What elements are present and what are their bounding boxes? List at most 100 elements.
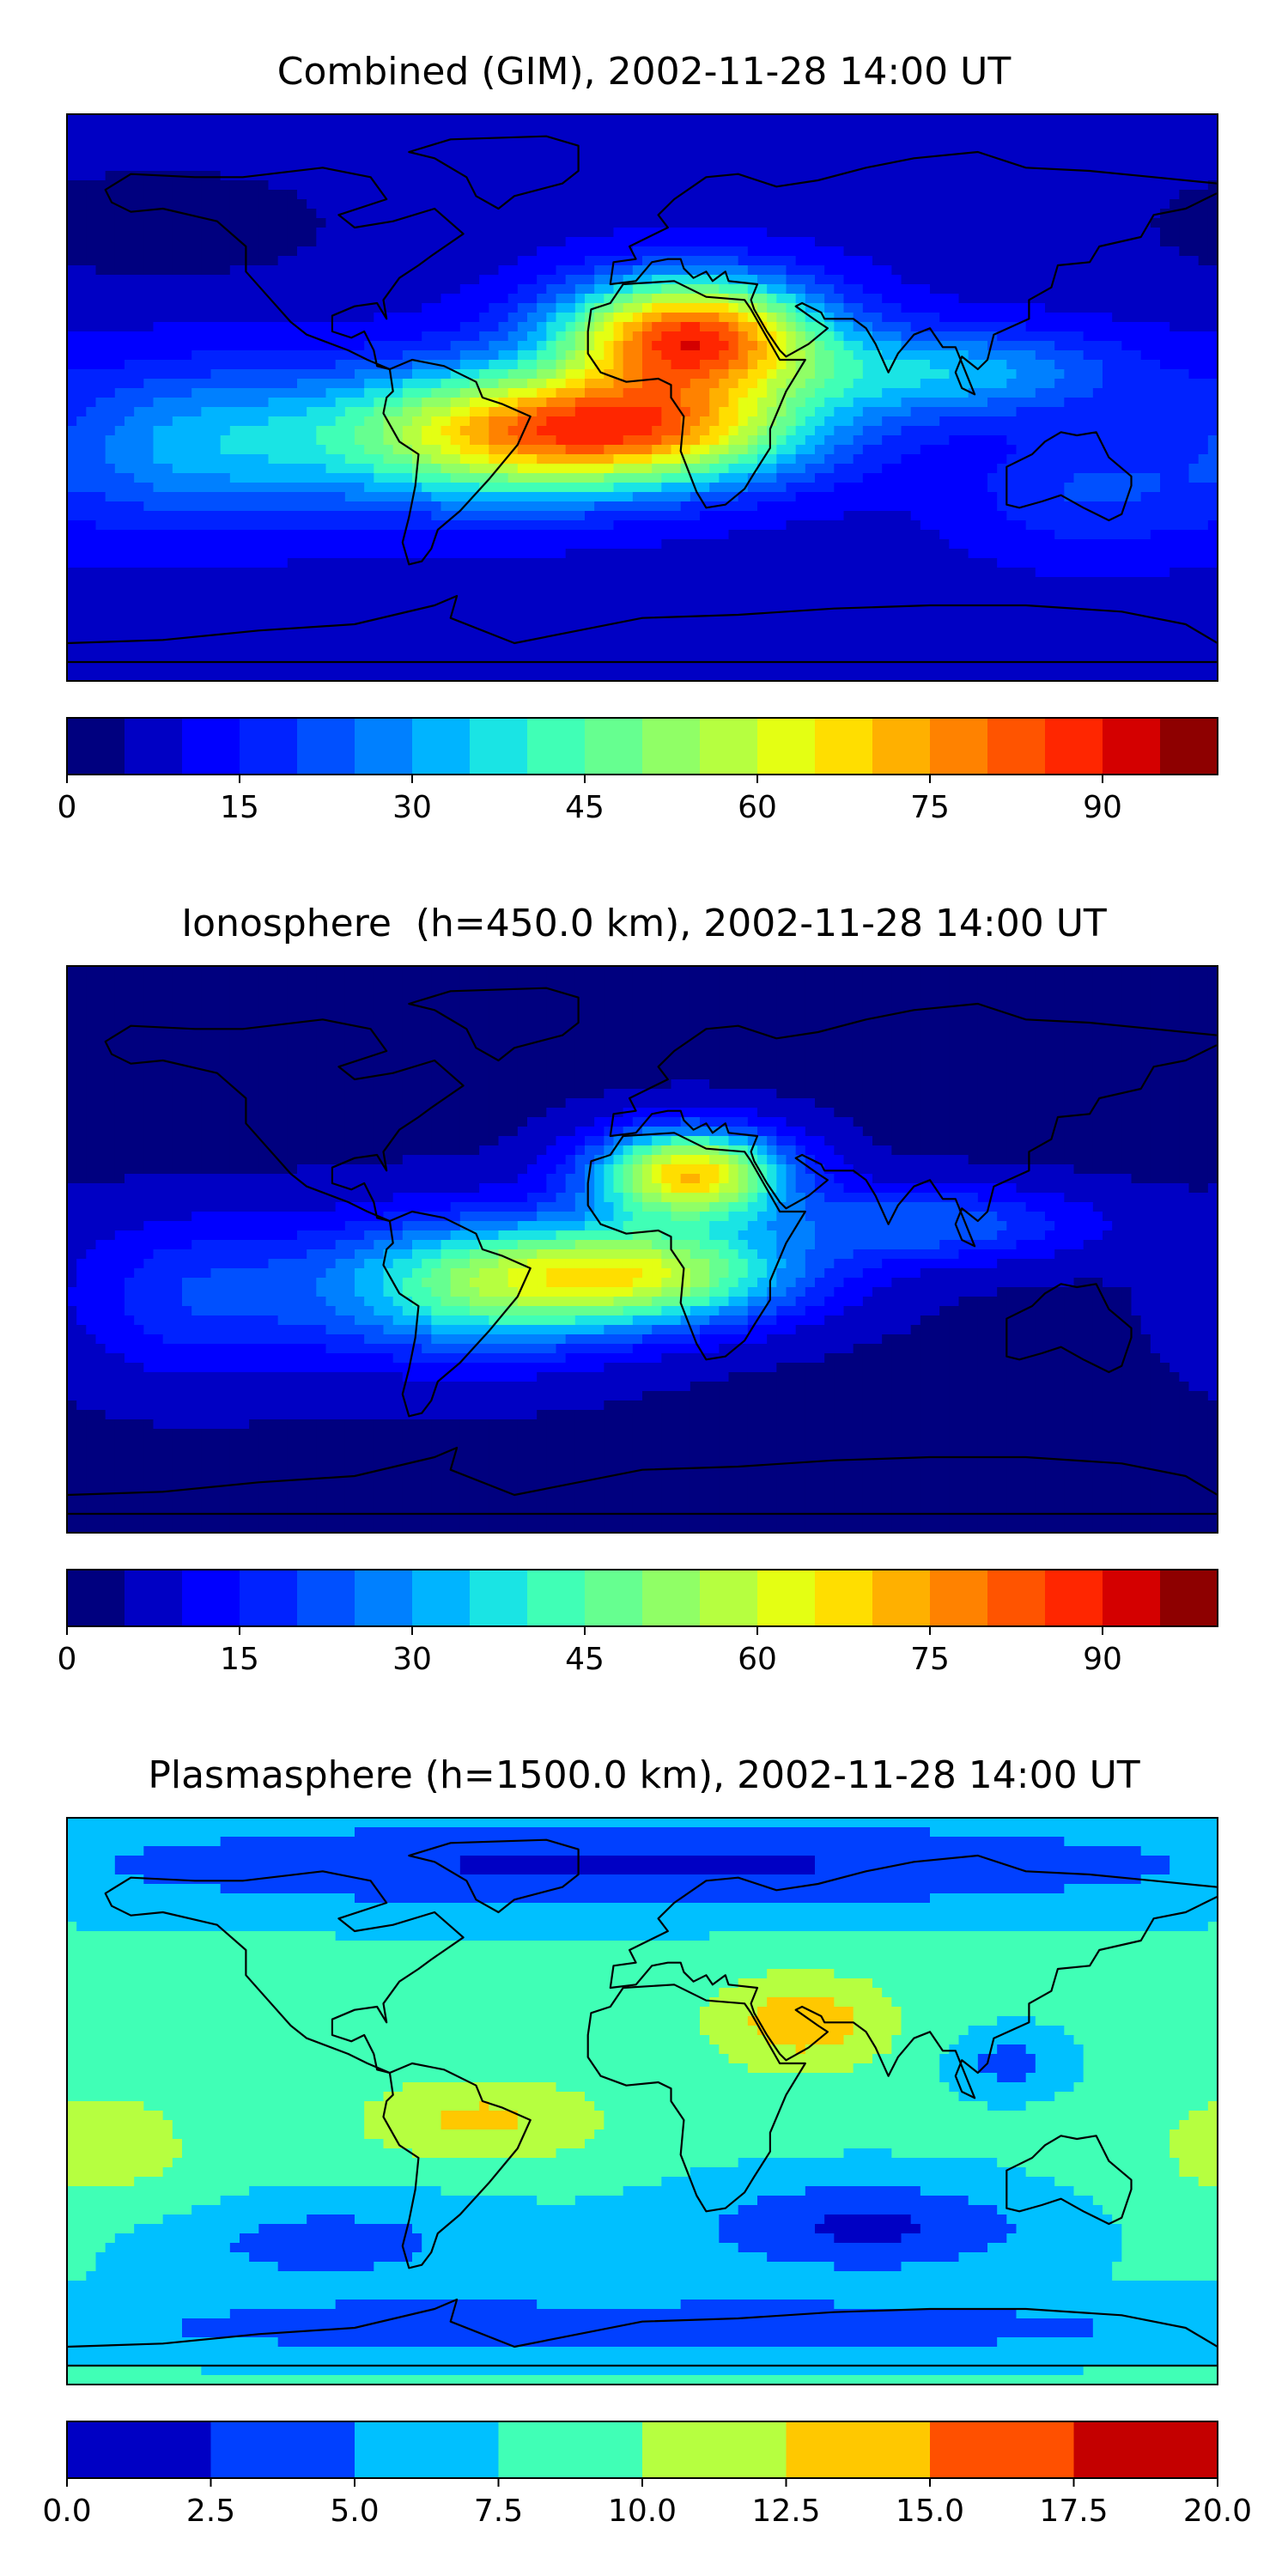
field-cell	[470, 294, 480, 304]
field-cell	[450, 445, 461, 455]
field-cell	[374, 124, 385, 134]
field-cell	[1121, 284, 1133, 295]
field-cell	[709, 369, 720, 380]
field-cell	[910, 341, 921, 351]
field-cell	[1207, 492, 1218, 502]
field-cell	[671, 426, 682, 436]
field-cell	[182, 294, 192, 304]
field-cell	[125, 114, 135, 125]
field-cell	[882, 483, 892, 493]
field-cell	[1179, 454, 1190, 465]
field-cell	[585, 492, 595, 502]
field-cell	[949, 209, 960, 219]
field-cell	[105, 246, 116, 257]
field-cell	[507, 246, 519, 257]
field-cell	[67, 209, 77, 219]
field-cell	[882, 426, 892, 436]
field-cell	[258, 435, 270, 446]
field-cell	[412, 398, 422, 408]
field-cell	[489, 464, 500, 474]
field-cell	[930, 388, 940, 398]
field-cell	[1073, 152, 1084, 162]
field-cell	[661, 171, 672, 181]
field-cell	[652, 124, 662, 134]
field-cell	[661, 350, 672, 361]
field-cell	[920, 190, 931, 200]
field-cell	[162, 124, 173, 134]
field-cell	[862, 275, 873, 285]
field-cell	[1083, 171, 1094, 181]
field-cell	[1170, 454, 1180, 465]
field-cell	[585, 143, 595, 153]
field-cell	[210, 209, 222, 219]
field-cell	[1160, 256, 1170, 266]
field-cell	[1025, 209, 1036, 219]
field-cell	[728, 180, 739, 191]
field-cell	[690, 190, 701, 200]
field-cell	[882, 435, 892, 446]
field-cell	[1160, 114, 1170, 125]
field-cell	[383, 180, 394, 191]
field-cell	[1121, 379, 1133, 389]
field-cell	[939, 114, 950, 125]
field-cell	[240, 133, 250, 143]
field-cell	[392, 237, 404, 247]
field-cell	[440, 483, 452, 493]
field-cell	[470, 228, 480, 238]
field-cell	[1006, 416, 1018, 427]
field-cell	[1083, 180, 1094, 191]
field-cell	[95, 454, 106, 465]
field-cell	[767, 445, 777, 455]
field-cell	[229, 435, 240, 446]
field-cell	[546, 407, 557, 417]
field-cell	[191, 322, 202, 332]
field-cell	[700, 275, 710, 285]
field-cell	[325, 501, 337, 512]
field-cell	[613, 473, 624, 483]
field-cell	[939, 322, 950, 332]
field-cell	[1207, 171, 1218, 181]
field-cell	[1140, 265, 1151, 276]
field-cell	[1092, 416, 1103, 427]
field-cell	[489, 209, 500, 219]
field-cell	[86, 379, 97, 389]
field-cell	[297, 294, 307, 304]
field-cell	[546, 483, 557, 493]
field-cell	[728, 473, 739, 483]
field-cell	[968, 190, 979, 200]
field-cell	[498, 152, 509, 162]
field-cell	[594, 143, 605, 153]
field-cell	[1131, 379, 1142, 389]
field-cell	[402, 124, 413, 134]
field-cell	[1198, 143, 1209, 153]
field-cell	[786, 133, 797, 143]
field-cell	[374, 331, 385, 342]
field-cell	[307, 133, 317, 143]
field-cell	[786, 228, 797, 238]
field-cell	[1035, 218, 1046, 228]
field-cell	[125, 492, 135, 502]
field-cell	[182, 407, 192, 417]
field-cell	[891, 143, 902, 153]
field-cell	[95, 313, 106, 323]
field-cell	[422, 398, 432, 408]
field-cell	[440, 180, 452, 191]
field-cell	[747, 275, 758, 285]
field-cell	[450, 190, 461, 200]
field-cell	[632, 256, 643, 266]
field-cell	[517, 379, 528, 389]
field-cell	[805, 435, 816, 446]
field-cell	[939, 171, 950, 181]
field-cell	[392, 341, 404, 351]
field-cell	[632, 133, 643, 143]
field-cell	[901, 303, 912, 313]
field-cell	[335, 171, 346, 181]
field-cell	[134, 341, 144, 351]
field-cell	[162, 416, 173, 427]
field-cell	[1035, 180, 1046, 191]
field-cell	[489, 407, 500, 417]
field-cell	[1179, 398, 1190, 408]
field-cell	[882, 246, 892, 257]
field-cell	[268, 275, 279, 285]
field-cell	[901, 275, 912, 285]
